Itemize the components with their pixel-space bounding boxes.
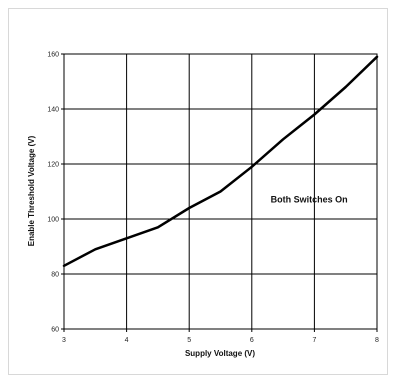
- chart-frame: [8, 8, 388, 375]
- series-group: [62, 55, 379, 268]
- y-axis-title: Enable Threshold Voltage (V): [27, 135, 36, 246]
- x-axis-title: Supply Voltage (V): [185, 349, 255, 358]
- y-tick-label: 60: [51, 327, 59, 334]
- x-tick-label: 5: [187, 337, 191, 344]
- x-tick-label: 4: [125, 337, 129, 344]
- x-tick-label: 7: [312, 337, 316, 344]
- plot-area: [63, 53, 378, 330]
- grid-lines: [61, 53, 378, 332]
- y-tick-label: 80: [51, 272, 59, 279]
- series-line: [62, 55, 379, 268]
- x-tick-label: 3: [62, 337, 66, 344]
- annotation-both-switches-on: Both Switches On: [271, 195, 348, 205]
- y-tick-label: 140: [47, 107, 59, 114]
- y-tick-label: 100: [47, 217, 59, 224]
- y-tick-label: 160: [47, 52, 59, 59]
- x-tick-label: 8: [375, 337, 379, 344]
- tick-labels: 3 4 5 6 7 8 60 80 100 120 140 160: [47, 52, 379, 345]
- x-tick-label: 6: [250, 337, 254, 344]
- y-tick-label: 120: [47, 162, 59, 169]
